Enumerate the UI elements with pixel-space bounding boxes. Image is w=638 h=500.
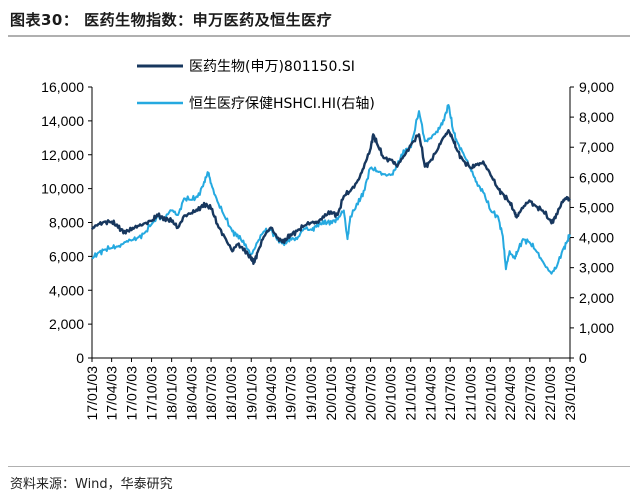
- y-left-tick-label: 12,000: [41, 147, 84, 163]
- source-note: 资料来源：Wind，华泰研究: [10, 477, 173, 492]
- y-right-tick-label: 4,000: [579, 230, 614, 246]
- x-tick-label: 20/04/03: [343, 366, 359, 421]
- x-tick-label: 20/01/03: [323, 366, 339, 421]
- y-left-tick-label: 6,000: [49, 248, 84, 264]
- chart: 0 2,000 4,000 6,000 8,000 10,000 12,000 14,000 1…: [41, 59, 614, 421]
- x-tick-label: 22/04/03: [502, 366, 518, 421]
- axes: 0 2,000 4,000 6,000 8,000 10,000 12,000 14,000 1…: [41, 79, 614, 421]
- y-left-tick-label: 4,000: [49, 282, 84, 298]
- x-tick-label: 22/10/03: [542, 366, 558, 421]
- series-line-hshci: [91, 104, 571, 275]
- y-right-tick-label: 5,000: [579, 199, 614, 215]
- y-left-tick-label: 16,000: [41, 79, 84, 95]
- y-right-tick-label: 8,000: [579, 109, 614, 125]
- y-left-tick-label: 14,000: [41, 113, 84, 129]
- y-right-tick-label: 2,000: [579, 290, 614, 306]
- x-tick-label: 18/04/03: [183, 366, 199, 421]
- series-line-sw-pharma: [90, 129, 571, 265]
- legend-label: 医药生物(申万)801150.SI: [189, 59, 355, 75]
- x-tick-label: 17/01/03: [84, 366, 100, 421]
- x-tick-label: 20/10/03: [383, 366, 399, 421]
- x-tick-label: 19/07/03: [283, 366, 299, 421]
- x-tick-label: 19/04/03: [263, 366, 279, 421]
- x-tick-label: 23/01/03: [562, 366, 578, 421]
- chart-title: 图表30： 医药生物指数：申万医药及恒生医疗: [10, 11, 333, 29]
- y-left-tick-label: 10,000: [41, 181, 84, 197]
- source-divider: [8, 466, 630, 467]
- x-tick-label: 21/04/03: [422, 366, 438, 421]
- y-right-tick-label: 3,000: [579, 260, 614, 276]
- x-tick-label: 21/01/03: [403, 366, 419, 421]
- x-tick-label: 19/01/03: [243, 366, 259, 421]
- x-tick-label: 17/10/03: [144, 366, 160, 421]
- y-left-tick-label: 8,000: [49, 215, 84, 231]
- x-tick-label: 18/10/03: [223, 366, 239, 421]
- x-tick-label: 19/10/03: [303, 366, 319, 421]
- y-right-tick-label: 7,000: [579, 139, 614, 155]
- y-right-tick-label: 9,000: [579, 79, 614, 95]
- x-tick-label: 17/04/03: [104, 366, 120, 421]
- legend: 医药生物(申万)801150.SI 恒生医疗保健HSHCI.HI(右轴): [137, 59, 375, 112]
- x-tick-label: 22/01/03: [482, 366, 498, 421]
- y-left-tick-label: 2,000: [49, 316, 84, 332]
- y-right-tick-label: 0: [579, 350, 587, 366]
- y-right-tick-label: 1,000: [579, 320, 614, 336]
- x-tick-label: 22/07/03: [522, 366, 538, 421]
- series-layer: [90, 104, 571, 275]
- x-tick-label: 20/07/03: [363, 366, 379, 421]
- y-right-tick-label: 6,000: [579, 169, 614, 185]
- x-tick-label: 18/01/03: [164, 366, 180, 421]
- legend-label: 恒生医疗保健HSHCI.HI(右轴): [189, 96, 375, 112]
- x-tick-label: 21/10/03: [462, 366, 478, 421]
- title-divider: [8, 35, 630, 37]
- x-tick-label: 17/07/03: [123, 366, 139, 421]
- x-tick-label: 21/07/03: [442, 366, 458, 421]
- y-left-tick-label: 0: [76, 350, 84, 366]
- x-tick-label: 18/07/03: [203, 366, 219, 421]
